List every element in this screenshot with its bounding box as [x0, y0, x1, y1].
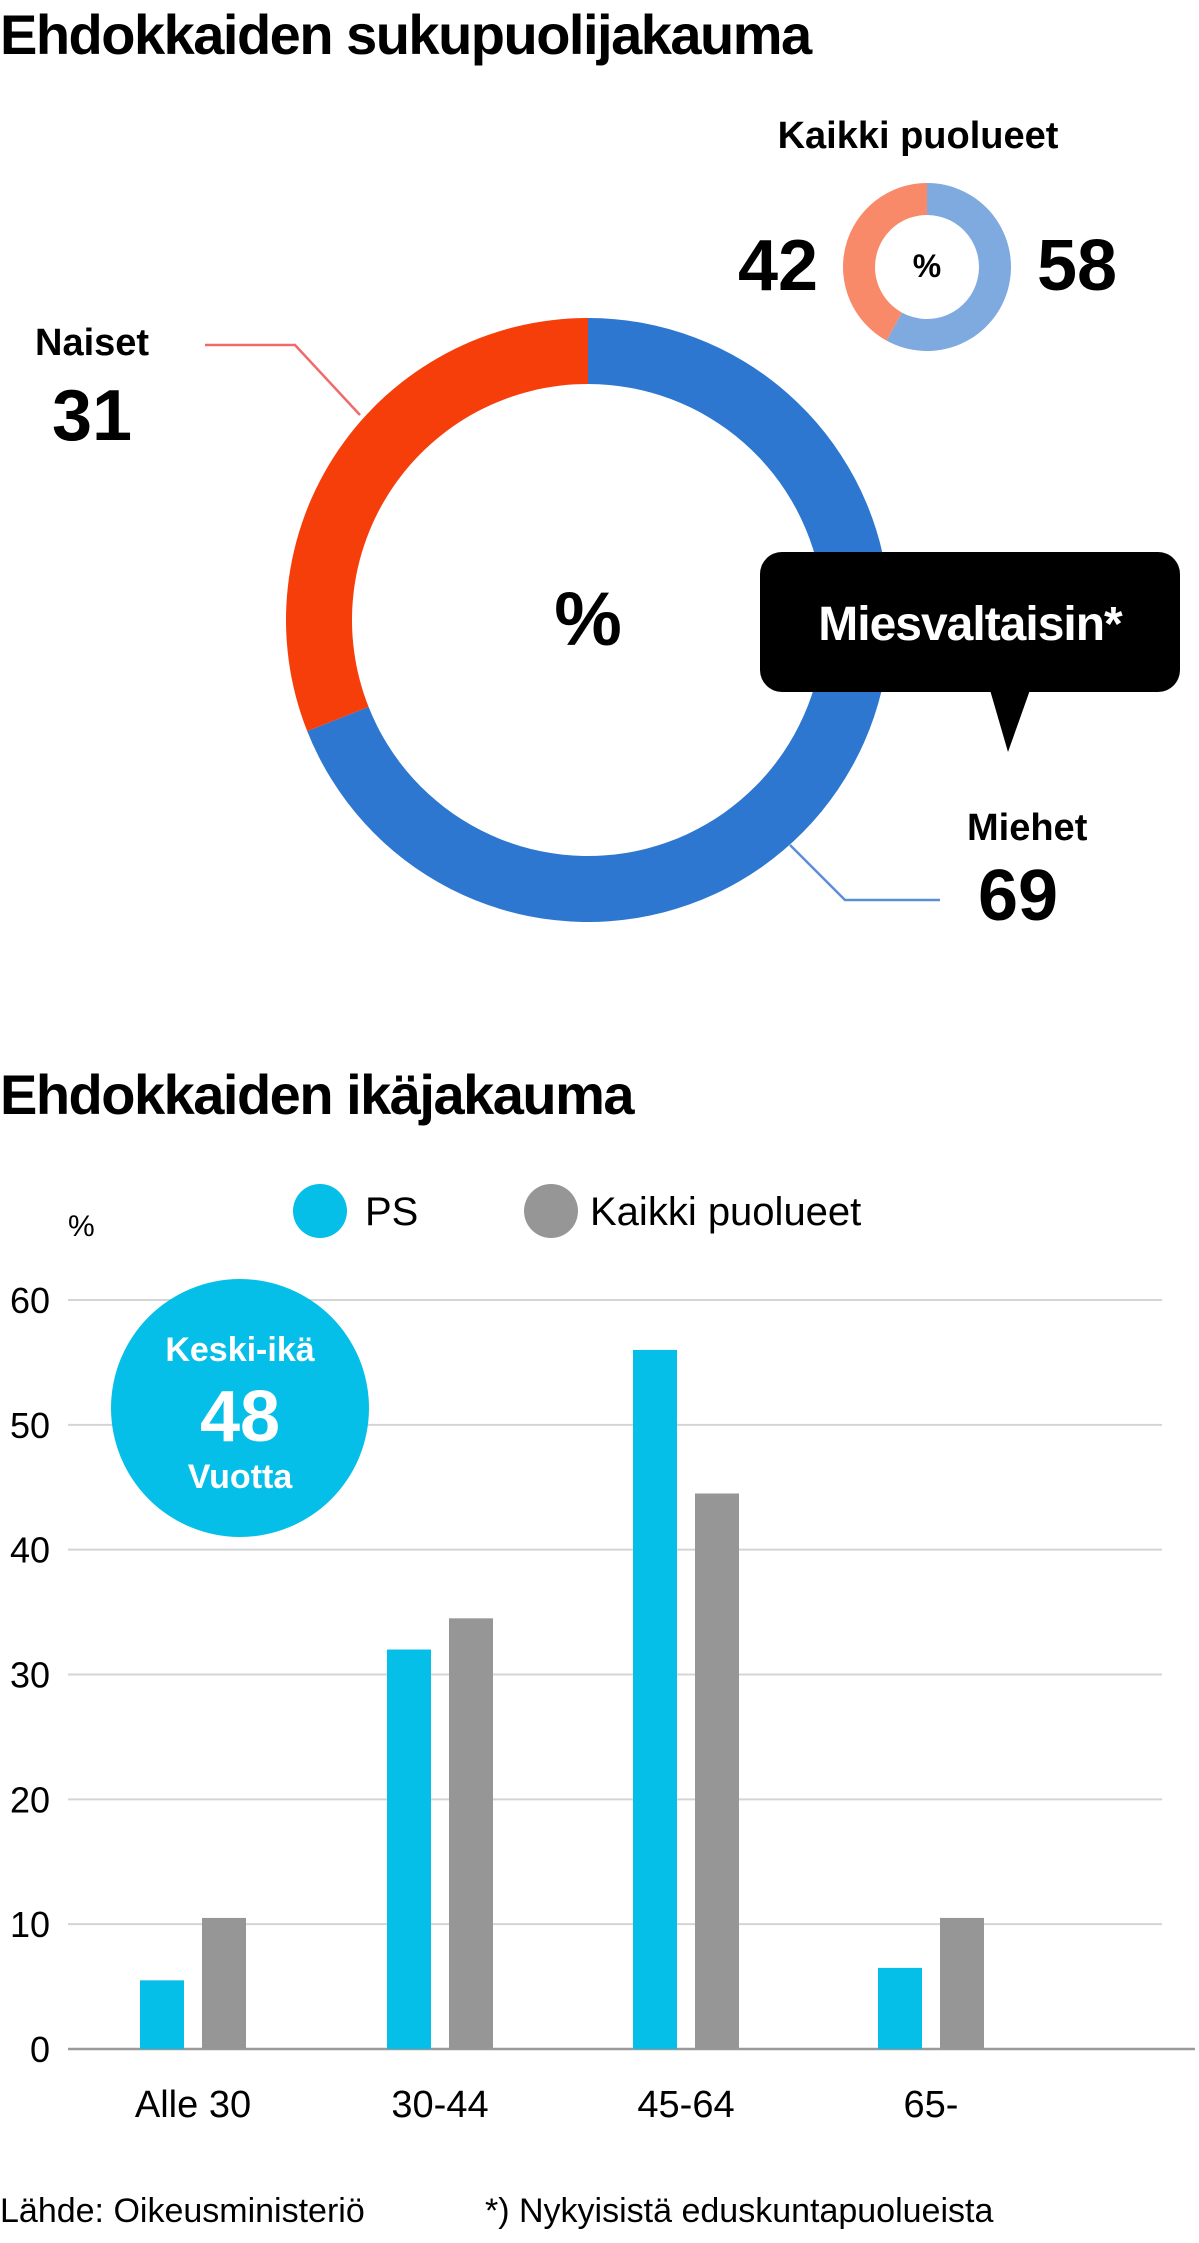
y-axis-unit: % [68, 1210, 95, 1243]
x-tick-3: 65- [904, 2084, 959, 2126]
bar-ps-2 [633, 1349, 677, 2049]
gender-donut [285, 318, 890, 922]
miehet-value: 69 [978, 856, 1058, 936]
legend-swatch-kaikki [524, 1184, 578, 1238]
inset-donut [843, 183, 1011, 352]
y-tick-30: 30 [10, 1655, 50, 1696]
gender-chart-title: Ehdokkaiden sukupuolijakauma [0, 3, 812, 66]
inset-slice-naiset [843, 183, 927, 341]
badge-value: 48 [200, 1377, 280, 1457]
miehet-label: Miehet [967, 807, 1088, 849]
naiset-label: Naiset [35, 322, 149, 364]
naiset-leader-line [205, 343, 361, 416]
bar-ps-0 [140, 1980, 184, 2049]
bar-series [140, 1349, 984, 2049]
legend: PS Kaikki puolueet [293, 1184, 861, 1238]
legend-label-kaikki: Kaikki puolueet [590, 1190, 861, 1234]
age-chart-title: Ehdokkaiden ikäjakauma [0, 1063, 635, 1126]
source-note: Lähde: Oikeusministeriö [0, 2192, 365, 2230]
badge-top-text: Keski-ikä [165, 1331, 314, 1369]
donut-slice-naiset [285, 318, 588, 732]
x-tick-1: 30-44 [391, 2084, 488, 2126]
bar-kaikki-3 [940, 1917, 984, 2049]
naiset-value: 31 [52, 376, 132, 456]
callout-bubble: Miesvaltaisin* [760, 552, 1180, 752]
badge-bottom-text: Vuotta [188, 1458, 294, 1496]
miehet-leader-line [789, 844, 940, 902]
legend-label-ps: PS [365, 1190, 418, 1234]
y-tick-50: 50 [10, 1405, 50, 1446]
inset-miehet-value: 58 [1037, 226, 1117, 306]
inset-naiset-value: 42 [738, 226, 818, 306]
y-tick-40: 40 [10, 1530, 50, 1571]
average-age-badge: Keski-ikä 48 Vuotta [111, 1279, 369, 1537]
inset-slice-miehet [886, 183, 1011, 352]
y-tick-60: 60 [10, 1280, 50, 1321]
x-tick-0: Alle 30 [135, 2084, 251, 2126]
inset-title: Kaikki puolueet [778, 115, 1059, 157]
donut-center-label: % [554, 577, 622, 662]
bar-ps-3 [878, 1967, 922, 2049]
bar-kaikki-1 [449, 1618, 493, 2049]
x-tick-2: 45-64 [637, 2084, 734, 2126]
callout-text: Miesvaltaisin* [818, 598, 1123, 651]
y-tick-0: 0 [30, 2029, 50, 2070]
inset-center-label: % [913, 248, 941, 284]
y-axis-ticks: 0 10 20 30 40 50 60 [10, 1280, 50, 2070]
x-axis-ticks: Alle 30 30-44 45-64 65- [135, 2084, 959, 2126]
bar-kaikki-0 [202, 1917, 246, 2049]
bar-kaikki-2 [695, 1493, 739, 2049]
legend-swatch-ps [293, 1184, 347, 1238]
y-tick-20: 20 [10, 1779, 50, 1820]
bar-ps-1 [387, 1649, 431, 2049]
footnote: *) Nykyisistä eduskuntapuolueista [485, 2192, 994, 2230]
y-tick-10: 10 [10, 1904, 50, 1945]
